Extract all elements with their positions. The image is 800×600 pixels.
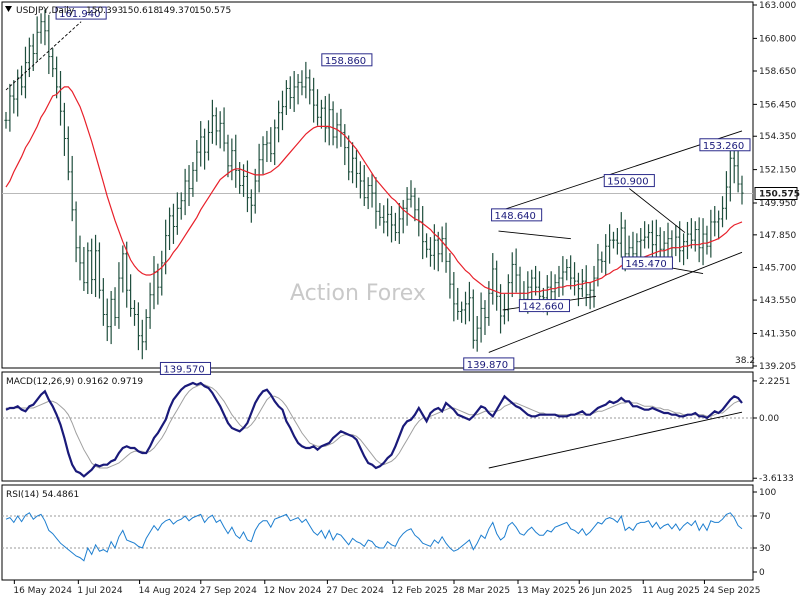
macd-tick-label: 0.00: [759, 414, 779, 424]
fib-level-label: 38.2: [735, 356, 755, 366]
date-tick-label: 11 Aug 2025: [642, 586, 700, 596]
price-label: 145.470: [625, 259, 666, 270]
rsi-tick-label: 100: [759, 488, 776, 498]
price-tick-label: 152.150: [759, 166, 796, 176]
rsi-layer: [2, 512, 753, 562]
price-label: 161.940: [59, 9, 100, 20]
price-label: 158.860: [325, 56, 366, 67]
price-label: 139.870: [467, 360, 508, 371]
axis-layer: 163.000 160.800 158.650 156.450 154.350 152.1…: [13, 1, 800, 596]
price-label: 148.640: [495, 211, 536, 222]
price-label-box: [491, 208, 543, 222]
rsi-line: [5, 512, 743, 562]
ohlc-bars: [4, 9, 744, 360]
trendline: [488, 251, 743, 353]
watermark: Action Forex: [290, 281, 426, 306]
date-tick-label: 12 Feb 2025: [392, 586, 448, 596]
macd-tick-label: 2.2251: [759, 377, 791, 387]
price-label: 150.900: [607, 177, 648, 188]
last-price-box: [754, 187, 798, 201]
ohlc-high: 150.618: [122, 6, 159, 16]
macd-title: MACD(12,26,9) 0.9162 0.9719: [6, 377, 143, 387]
date-tick-label: 28 Mar 2025: [453, 586, 510, 596]
date-tick-label: 14 Aug 2024: [139, 586, 197, 596]
price-label-box: [699, 138, 751, 152]
last-price-label: 150.575: [759, 190, 800, 200]
price-tick-label: 158.650: [759, 67, 796, 77]
ohlc-low: 149.370: [158, 6, 195, 16]
price-tick-label: 149.950: [759, 199, 796, 209]
price-label-box: [603, 174, 655, 188]
date-tick-label: 24 Sep 2025: [703, 586, 760, 596]
price-tick-label: 143.550: [759, 296, 796, 306]
macd-signal-line: [6, 384, 742, 469]
price-layer: 161.940 158.860 139.570 139.870 148.640 142.6…: [2, 6, 755, 375]
price-label: 139.570: [163, 364, 204, 375]
price-tick-label: 139.205: [759, 362, 796, 372]
macd-trendline: [488, 411, 743, 469]
price-label: 153.260: [703, 141, 744, 152]
price-label-box: [518, 299, 570, 313]
price-label-box: [55, 6, 107, 20]
price-label-box: [321, 53, 373, 67]
price-tick-label: 145.700: [759, 263, 796, 273]
price-tick-label: 160.800: [759, 34, 796, 44]
rsi-title: RSI(14) 54.4861: [6, 490, 79, 500]
price-label-box: [159, 361, 212, 375]
date-tick-label: 27 Sep 2024: [200, 586, 257, 596]
rsi-panel: [1, 484, 754, 581]
price-tick-label: 147.850: [759, 231, 796, 241]
price-header: USDJPY,Daily 150.393 150.618 149.370 150…: [5, 6, 231, 16]
trendline: [629, 188, 686, 233]
symbol-title: USDJPY,Daily: [16, 6, 75, 16]
moving-average-line: [5, 86, 743, 294]
macd-panel: [1, 371, 754, 482]
rsi-tick-label: 0: [759, 568, 765, 578]
price-label: 142.660: [522, 302, 563, 313]
price-label-box: [463, 357, 515, 371]
trendline: [5, 21, 82, 91]
price-tick-label: 163.000: [759, 1, 796, 11]
date-tick-label: 26 Jun 2025: [578, 586, 632, 596]
macd-tick-label: -3.6133: [759, 474, 794, 484]
ohlc-open: 150.393: [86, 6, 123, 16]
date-tick-label: 13 May 2025: [517, 586, 576, 596]
date-tick-label: 12 Nov 2024: [264, 586, 322, 596]
collapse-triangle-icon[interactable]: [5, 6, 12, 12]
rsi-tick-label: 30: [759, 544, 771, 554]
ohlc-close: 150.575: [194, 6, 231, 16]
trendline: [498, 230, 571, 240]
date-tick-label: 16 May 2024: [13, 586, 72, 596]
rsi-tick-label: 70: [759, 512, 771, 522]
price-label-box: [621, 256, 673, 270]
date-tick-label: 1 Jul 2024: [77, 586, 122, 596]
price-tick-label: 141.350: [759, 329, 796, 339]
date-tick-label: 27 Dec 2024: [326, 586, 384, 596]
price-tick-label: 154.350: [759, 132, 796, 142]
macd-layer: [2, 381, 753, 478]
price-tick-label: 156.450: [759, 100, 796, 110]
macd-line: [5, 381, 743, 478]
